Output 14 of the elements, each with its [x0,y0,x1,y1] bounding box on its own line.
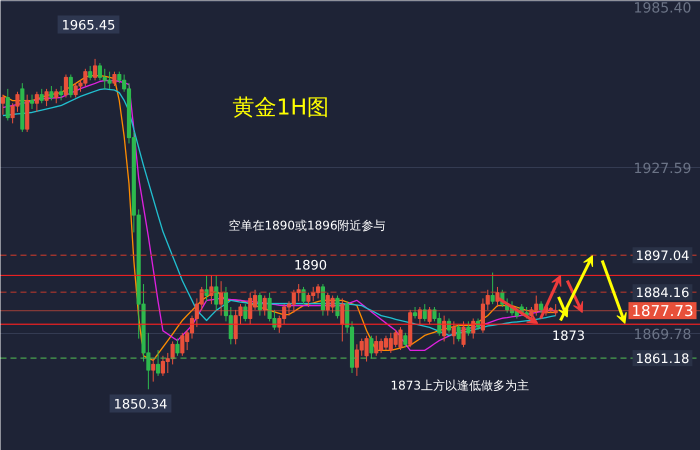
ref-line-label: 1897.04 [636,249,690,264]
ref-line-label: 1890 [294,258,328,274]
ref-line-label: 1861.18 [636,352,690,368]
annotation: 1850.34 [114,398,168,412]
annotation: 空单在1890或1896附近参与 [228,218,386,232]
y-tick-label: 1985.40 [634,0,692,17]
ref-line-label: 1877.73 [631,302,694,320]
y-tick-label: 1869.78 [634,326,692,343]
annotation: 1873上方以逢低做多为主 [390,378,530,392]
ref-line-label: 1884.16 [636,286,690,302]
y-tick-label: 1927.59 [634,161,692,178]
ref-line-label: 1873 [552,329,586,344]
text: 黄金1H图 [232,96,330,120]
annotation: 1965.45 [62,18,116,34]
